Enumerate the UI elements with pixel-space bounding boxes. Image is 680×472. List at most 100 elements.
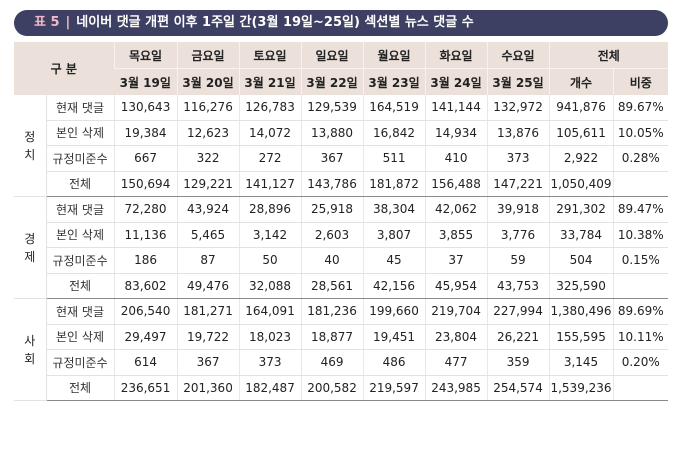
day-value: 19,722 [176,324,240,350]
day-value: 14,934 [424,120,488,146]
day-value: 156,488 [424,171,488,197]
group-society: 사 회 현재 댓글 206,540 181,271 164,091 181,236 199,6… [14,298,669,401]
row-label: 규정미준수 [46,247,115,274]
day-value: 201,360 [176,375,240,401]
day-value: 667 [113,145,178,172]
day-value: 25,918 [300,196,364,223]
day-value: 3,776 [486,222,550,248]
header-ratio: 비중 [612,68,669,95]
day-value: 43,924 [176,196,240,223]
total-count: 2,922 [548,145,614,172]
row-label: 현재 댓글 [45,298,115,325]
table-row: 규정미준수 186 87 50 40 45 37 59 504 0.15% [14,247,669,274]
header-date: 3월 25일 [486,68,550,95]
day-value: 29,497 [113,324,178,350]
day-value: 13,880 [300,120,364,146]
header-day: 금요일 [176,42,240,69]
group-economy: 경 제 현재 댓글 72,280 43,924 28,896 25,918 38,304 42,… [14,196,669,299]
day-value: 181,236 [300,298,364,325]
day-value: 12,623 [176,120,240,146]
day-value: 13,876 [486,120,550,146]
category-char: 회 [24,351,36,366]
row-label: 현재 댓글 [45,95,115,121]
total-count: 1,539,236 [548,375,614,401]
total-ratio: 0.28% [612,145,669,172]
table-row: 규정미준수 614 367 373 469 486 477 359 3,145 0.20% [14,349,669,376]
total-ratio: 0.15% [612,247,669,274]
day-value: 199,660 [362,298,426,325]
header-date: 3월 19일 [114,68,178,95]
day-value: 16,842 [362,120,426,146]
group-politics: 정 치 현재 댓글 130,643 116,276 126,783 129,539 164,5… [14,95,669,197]
total-count: 105,611 [548,120,614,146]
header-gubun: 구 분 [14,42,115,95]
day-value: 32,088 [238,273,302,299]
header-day: 목요일 [113,42,178,69]
day-value: 614 [113,349,178,376]
day-value: 116,276 [176,95,240,121]
day-value: 254,574 [486,375,550,401]
day-value: 132,972 [486,95,550,121]
table-row: 사 회 현재 댓글 206,540 181,271 164,091 181,236 199,6… [14,298,669,401]
row-label: 전체 [46,171,115,197]
day-value: 367 [300,145,364,172]
header-total: 전체 [548,42,669,69]
table-number: 표 5 [34,15,60,30]
day-value: 50 [238,247,302,274]
header-day: 일요일 [300,42,364,69]
day-value: 83,602 [113,273,178,299]
day-value: 410 [424,145,488,172]
day-value: 182,487 [238,375,302,401]
day-value: 469 [300,349,364,376]
total-count: 325,590 [548,273,614,299]
day-value: 43,753 [486,273,550,299]
table-title-bar: 표 5 | 네이버 댓글 개편 이후 1주일 간(3월 19일~25일) 섹션별 뉴… [14,10,668,36]
day-value: 200,582 [300,375,364,401]
total-ratio: 10.11% [612,324,669,350]
row-label: 본인 삭제 [46,324,115,350]
header-count: 개수 [548,68,614,95]
day-value: 164,519 [362,95,426,121]
day-value: 26,221 [486,324,550,350]
day-value: 3,807 [362,222,426,248]
day-value: 14,072 [238,120,302,146]
total-count: 1,380,496 [548,298,614,325]
day-value: 28,561 [300,273,364,299]
header-day: 토요일 [238,42,302,69]
day-value: 373 [238,349,302,376]
header-date: 3월 22일 [300,68,364,95]
row-label: 규정미준수 [46,145,115,172]
day-value: 147,221 [486,171,550,197]
row-label: 전체 [46,375,115,401]
row-label: 전체 [46,273,115,299]
category-char: 경 [24,231,36,246]
day-value: 18,877 [300,324,364,350]
day-value: 45 [362,247,426,274]
table-row: 규정미준수 667 322 272 367 511 410 373 2,922 0.28% [14,145,669,172]
day-value: 45,954 [424,273,488,299]
table-row: 정 치 현재 댓글 130,643 116,276 126,783 129,539 164,5… [14,95,669,197]
row-label: 규정미준수 [46,349,115,376]
day-value: 141,127 [238,171,302,197]
total-count: 3,145 [548,349,614,376]
category-char: 치 [24,147,36,162]
total-ratio [612,375,669,401]
day-value: 42,156 [362,273,426,299]
day-value: 181,872 [362,171,426,197]
day-value: 129,221 [176,171,240,197]
comment-stats-table: 구 분 목요일 금요일 토요일 일요일 월요일 화요일 수요일 전체 3월 19… [14,42,669,401]
day-value: 143,786 [300,171,364,197]
header-date: 3월 20일 [176,68,240,95]
day-value: 322 [176,145,240,172]
day-value: 272 [238,145,302,172]
table-title: 네이버 댓글 개편 이후 1주일 간(3월 19일~25일) 섹션별 뉴스 댓글… [76,15,474,30]
header-day: 화요일 [424,42,488,69]
total-ratio: 89.69% [612,298,669,325]
day-value: 373 [486,145,550,172]
header-day: 수요일 [486,42,550,69]
day-value: 130,643 [113,95,178,121]
header-day: 월요일 [362,42,426,69]
total-count: 504 [548,247,614,274]
day-value: 87 [176,247,240,274]
